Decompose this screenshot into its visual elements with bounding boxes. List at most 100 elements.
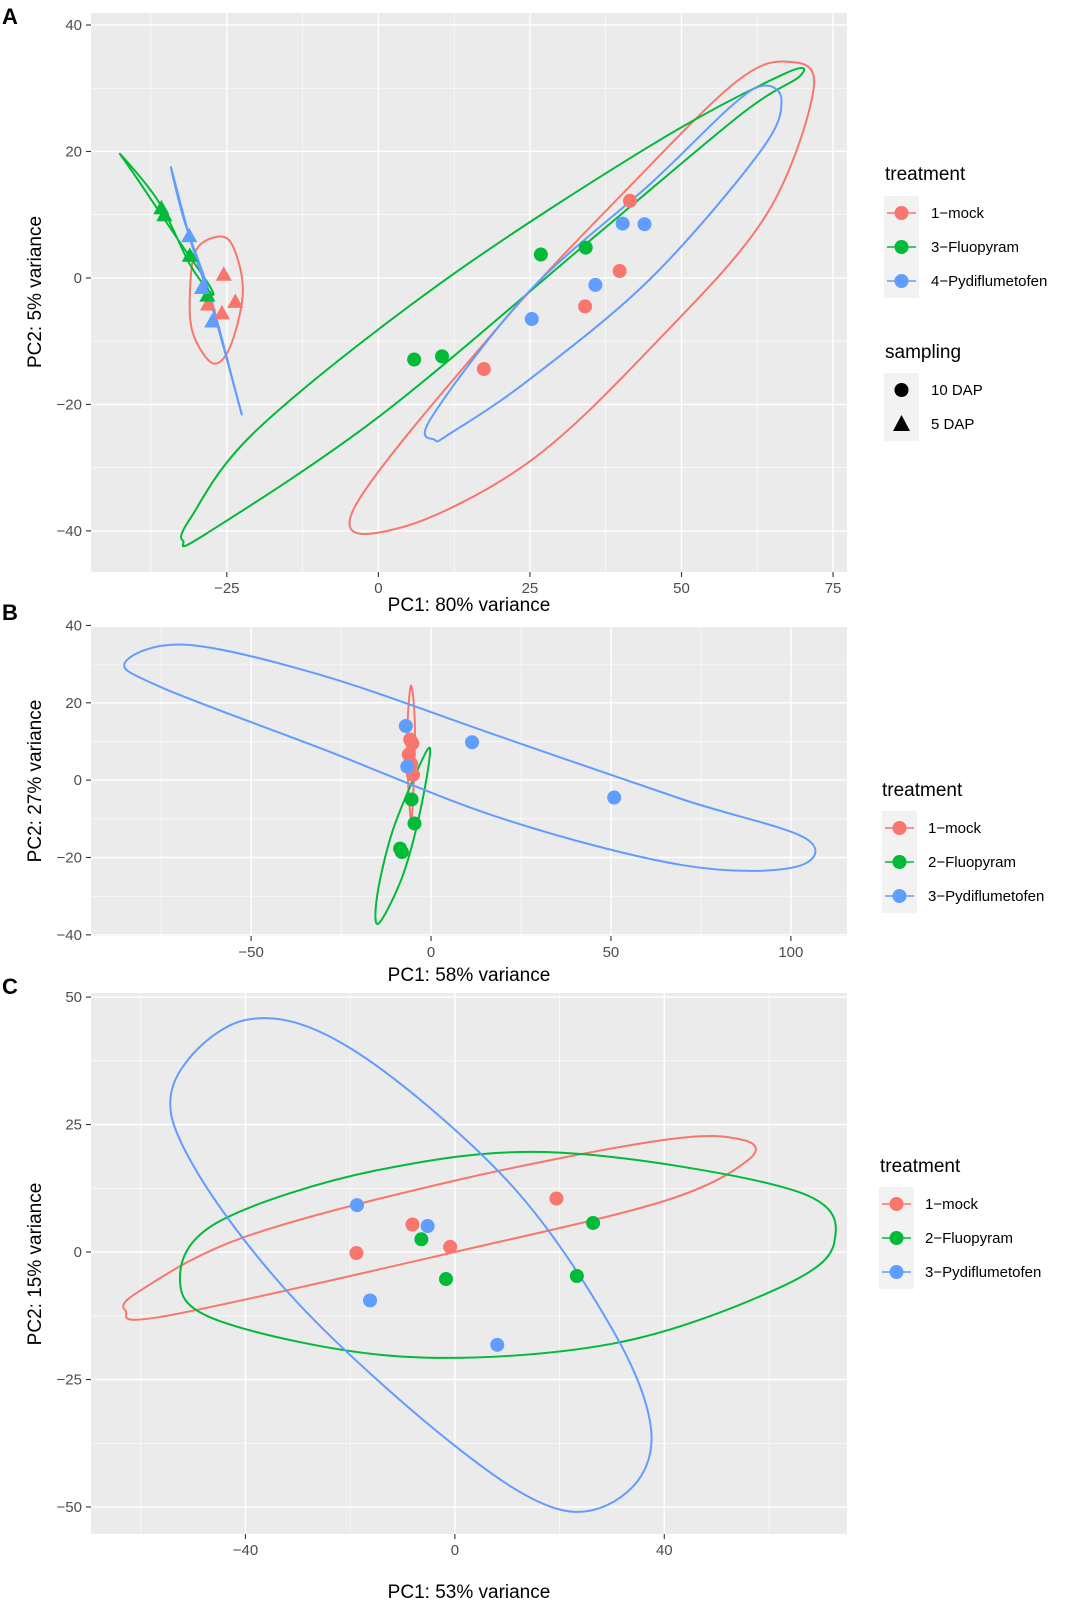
- x-axis-title-c: PC1: 53% variance: [388, 1582, 551, 1603]
- ellipses-c: [122, 1017, 837, 1513]
- y-tick-label: 20: [65, 143, 82, 160]
- data-point-triangle: [215, 266, 232, 281]
- data-point: [405, 736, 420, 751]
- data-point: [549, 1191, 564, 1206]
- axes-a: −25 0 25 50 75 −40 −20 0 20 40: [57, 17, 842, 597]
- panel-b: B −50 0 50 100 −40 −20 0 20 40 PC1: 58% variance…: [2, 600, 1044, 986]
- data-point-triangle: [181, 227, 198, 243]
- data-point: [407, 352, 422, 367]
- legend-label-mock-b: 1−mock: [928, 820, 981, 837]
- x-tick-label: 40: [656, 1542, 673, 1559]
- legend-title-treatment-a: treatment: [885, 164, 966, 185]
- panel-label-a: A: [2, 4, 18, 29]
- legend-label-5dap: 5 DAP: [931, 416, 974, 433]
- data-point: [443, 1239, 458, 1254]
- data-point: [578, 240, 593, 255]
- data-point-triangle: [227, 293, 244, 308]
- points-b: [393, 719, 622, 860]
- y-tick-label: −40: [57, 523, 82, 540]
- legend-a: treatment 1−mock 3−Fluopyram 4−Pydiflume…: [884, 164, 1047, 441]
- data-point-triangle: [181, 247, 198, 262]
- legend-label-mock-c: 1−mock: [925, 1196, 978, 1213]
- x-axis-title-a: PC1: 80% variance: [388, 595, 551, 616]
- data-point: [438, 1272, 453, 1287]
- x-tick-label: 75: [825, 580, 842, 597]
- data-point: [363, 1293, 378, 1308]
- y-tick-label: −20: [57, 396, 82, 413]
- legend-swatch-fluopyram-c: [889, 1231, 904, 1245]
- data-point: [349, 1198, 364, 1213]
- y-tick-label: 0: [74, 1244, 82, 1261]
- data-point: [490, 1337, 505, 1352]
- panel-c: C −40 0 40 −50 −25 0 25 50 PC1: 53% variance PC…: [2, 974, 1041, 1603]
- data-point: [524, 312, 539, 327]
- plot-background-c: [91, 993, 847, 1534]
- data-point: [476, 362, 491, 377]
- legend-swatch-mock-b: [892, 821, 907, 835]
- x-tick-label: 25: [522, 580, 539, 597]
- points-a: [153, 193, 652, 377]
- legend-swatch-fluopyram-b: [892, 855, 907, 869]
- y-tick-label: 0: [74, 772, 82, 789]
- y-axis-title-c: PC2: 15% variance: [25, 1183, 46, 1346]
- legend-label-fluopyram-c: 2−Fluopyram: [925, 1230, 1013, 1247]
- legend-swatch-pydiflumetofen-b: [892, 889, 907, 903]
- legend-swatch-pydiflumetofen-a: [894, 274, 909, 288]
- legend-c: treatment 1−mock 2−Fluopyram 3−Pydiflume…: [879, 1156, 1041, 1289]
- data-point: [349, 1246, 364, 1261]
- data-point-triangle: [204, 313, 221, 328]
- confidence-ellipse: [180, 66, 806, 548]
- data-point-triangle: [213, 304, 231, 320]
- y-axis-title-b: PC2: 27% variance: [25, 700, 46, 863]
- legend-title-treatment-b: treatment: [882, 780, 963, 801]
- x-tick-label: 100: [778, 944, 803, 961]
- data-point: [615, 216, 630, 231]
- data-point: [465, 735, 480, 750]
- panel-a: A −25 0 25 50 75 −40 −20 0 20 40 PC1: 80% varianc…: [2, 4, 1047, 616]
- legend-label-fluopyram-b: 2−Fluopyram: [928, 854, 1016, 871]
- y-tick-label: −50: [57, 1499, 82, 1516]
- data-point: [394, 845, 409, 860]
- y-tick-label: 25: [65, 1117, 82, 1134]
- data-point: [586, 1215, 601, 1230]
- data-point: [637, 217, 652, 232]
- panel-label-b: B: [2, 600, 18, 625]
- ellipses-a: [118, 60, 816, 548]
- y-tick-label: 20: [65, 695, 82, 712]
- data-point-triangle: [193, 279, 211, 295]
- data-point: [400, 759, 415, 774]
- confidence-ellipse: [178, 1150, 837, 1359]
- y-tick-label: 0: [74, 270, 82, 287]
- x-tick-label: −50: [238, 944, 263, 961]
- data-point-triangle: [199, 296, 217, 311]
- x-tick-label: −25: [214, 580, 239, 597]
- panel-label-c: C: [2, 974, 18, 999]
- confidence-ellipse: [188, 235, 244, 365]
- y-tick-label: −40: [57, 927, 82, 944]
- legend-title-sampling-a: sampling: [885, 342, 961, 363]
- grid-c: [91, 993, 847, 1534]
- x-tick-label: 0: [427, 944, 435, 961]
- confidence-ellipse: [122, 1134, 757, 1321]
- confidence-ellipse: [169, 1017, 653, 1513]
- data-point: [414, 1232, 429, 1247]
- points-c: [349, 1191, 601, 1352]
- legend-label-pydiflumetofen-b: 3−Pydiflumetofen: [928, 888, 1044, 905]
- data-point-triangle: [156, 206, 173, 222]
- x-tick-label: −40: [233, 1542, 258, 1559]
- y-tick-label: −20: [57, 849, 82, 866]
- data-point: [578, 299, 593, 314]
- legend-swatch-mock-c: [889, 1197, 904, 1211]
- data-point-triangle: [199, 287, 216, 302]
- x-tick-label: 0: [374, 580, 382, 597]
- x-axis-title-b: PC1: 58% variance: [388, 965, 551, 986]
- legend-label-pydiflumetofen-a: 4−Pydiflumetofen: [931, 273, 1047, 290]
- legend-label-10dap: 10 DAP: [931, 382, 983, 399]
- y-tick-label: −25: [57, 1372, 82, 1389]
- legend-swatch-triangle-icon: [893, 415, 910, 431]
- axes-c: −40 0 40 −50 −25 0 25 50: [57, 989, 673, 1559]
- x-tick-label: 50: [603, 944, 620, 961]
- data-point: [420, 1219, 435, 1234]
- data-point: [607, 790, 622, 805]
